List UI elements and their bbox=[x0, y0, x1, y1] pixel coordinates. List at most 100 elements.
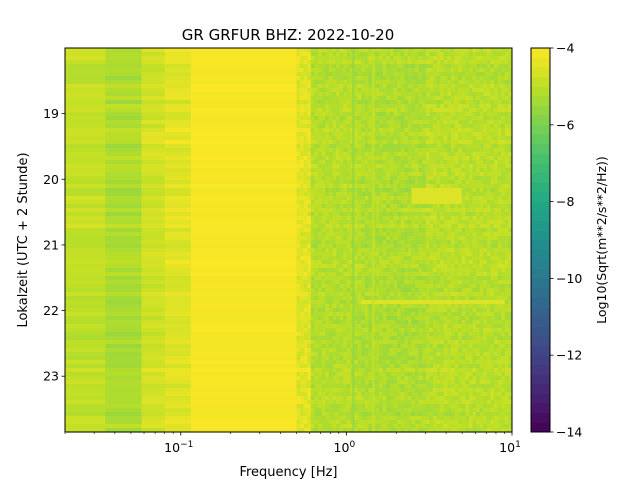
heatmap-cell bbox=[65, 264, 106, 269]
heatmap-cell bbox=[382, 272, 387, 277]
heatmap-cell bbox=[461, 84, 466, 89]
heatmap-cell bbox=[361, 260, 366, 265]
heatmap-cell bbox=[343, 232, 348, 237]
heatmap-cell bbox=[486, 324, 491, 329]
heatmap-cell bbox=[321, 148, 326, 153]
heatmap-cell bbox=[389, 192, 394, 197]
heatmap-cell bbox=[325, 340, 330, 345]
heatmap-cell bbox=[504, 112, 509, 117]
heatmap-cell bbox=[393, 144, 398, 149]
heatmap-cell bbox=[328, 144, 333, 149]
heatmap-cell bbox=[504, 240, 509, 245]
heatmap-cell bbox=[296, 248, 301, 253]
heatmap-cell bbox=[141, 160, 166, 165]
heatmap-cell bbox=[497, 116, 502, 121]
heatmap-cell bbox=[332, 92, 337, 97]
heatmap-cell bbox=[465, 124, 470, 129]
heatmap-cell bbox=[418, 280, 423, 285]
heatmap-cell bbox=[490, 200, 495, 205]
heatmap-cell bbox=[422, 116, 427, 121]
heatmap-cell bbox=[318, 344, 323, 349]
heatmap-cell bbox=[328, 60, 333, 65]
heatmap-cell bbox=[332, 308, 337, 313]
heatmap-cell bbox=[328, 316, 333, 321]
heatmap-cell bbox=[164, 244, 192, 249]
heatmap-cell bbox=[325, 56, 330, 61]
heatmap-cell bbox=[353, 264, 359, 269]
heatmap-cell bbox=[386, 312, 391, 317]
heatmap-cell bbox=[336, 60, 341, 65]
heatmap-cell bbox=[436, 328, 441, 333]
heatmap-cell bbox=[411, 352, 416, 357]
heatmap-cell bbox=[361, 52, 366, 57]
heatmap-cell bbox=[353, 112, 359, 117]
heatmap-cell bbox=[454, 112, 459, 117]
heatmap-cell bbox=[468, 240, 473, 245]
heatmap-cell bbox=[310, 192, 315, 197]
heatmap-cell bbox=[447, 80, 452, 85]
heatmap-cell bbox=[357, 96, 362, 101]
heatmap-cell bbox=[476, 152, 481, 157]
heatmap-cell bbox=[303, 48, 308, 53]
heatmap-cell bbox=[357, 100, 362, 105]
heatmap-cell bbox=[303, 152, 308, 157]
heatmap-cell bbox=[479, 324, 484, 329]
heatmap-cell bbox=[386, 188, 391, 193]
heatmap-cell bbox=[432, 228, 438, 233]
heatmap-cell bbox=[443, 216, 448, 221]
heatmap-cell bbox=[314, 244, 319, 249]
heatmap-cell bbox=[436, 264, 441, 269]
heatmap-cell bbox=[425, 288, 430, 293]
heatmap-cell bbox=[465, 212, 470, 217]
heatmap-cell bbox=[307, 248, 312, 253]
heatmap-cell bbox=[65, 344, 106, 349]
heatmap-cell bbox=[296, 64, 301, 69]
heatmap-cell bbox=[461, 328, 466, 333]
heatmap-cell bbox=[164, 168, 192, 173]
heatmap-cell bbox=[164, 240, 192, 245]
heatmap-cell bbox=[422, 136, 427, 141]
heatmap-cell bbox=[105, 304, 143, 309]
heatmap-cell bbox=[303, 276, 308, 281]
heatmap-cell bbox=[504, 124, 509, 129]
heatmap-cell bbox=[164, 228, 192, 233]
heatmap-cell bbox=[379, 132, 384, 137]
heatmap-cell bbox=[418, 260, 423, 265]
heatmap-cell bbox=[476, 160, 481, 165]
heatmap-cell bbox=[497, 348, 502, 353]
heatmap-cell bbox=[343, 104, 348, 109]
heatmap-cell bbox=[321, 264, 326, 269]
heatmap-cell bbox=[422, 224, 427, 229]
heatmap-cell bbox=[504, 172, 509, 177]
heatmap-cell bbox=[105, 148, 143, 153]
heatmap-cell bbox=[436, 100, 441, 105]
heatmap-cell bbox=[346, 292, 351, 297]
heatmap-cell bbox=[65, 68, 106, 73]
heatmap-cell bbox=[343, 116, 348, 121]
heatmap-cell bbox=[432, 128, 438, 133]
heatmap-cell bbox=[339, 48, 344, 53]
heatmap-cell bbox=[346, 272, 351, 277]
heatmap-cell bbox=[296, 312, 301, 317]
heatmap-cell bbox=[400, 96, 405, 101]
heatmap-cell bbox=[454, 152, 459, 157]
heatmap-cell bbox=[379, 48, 384, 53]
heatmap-cell bbox=[458, 220, 463, 225]
heatmap-cell bbox=[461, 184, 466, 189]
heatmap-cell bbox=[382, 112, 387, 117]
heatmap-cell bbox=[468, 228, 473, 233]
heatmap-cell bbox=[314, 296, 319, 301]
heatmap-cell bbox=[379, 80, 384, 85]
heatmap-cell bbox=[321, 276, 326, 281]
heatmap-cell bbox=[508, 128, 513, 133]
heatmap-cell bbox=[328, 112, 333, 117]
heatmap-cell bbox=[415, 108, 420, 113]
heatmap-cell bbox=[310, 228, 315, 233]
heatmap-cell bbox=[440, 96, 445, 101]
heatmap-cell bbox=[468, 176, 473, 181]
heatmap-cell bbox=[328, 280, 333, 285]
heatmap-cell bbox=[429, 176, 434, 181]
heatmap-cell bbox=[436, 216, 441, 221]
heatmap-cell bbox=[397, 336, 402, 341]
heatmap-cell bbox=[429, 228, 434, 233]
